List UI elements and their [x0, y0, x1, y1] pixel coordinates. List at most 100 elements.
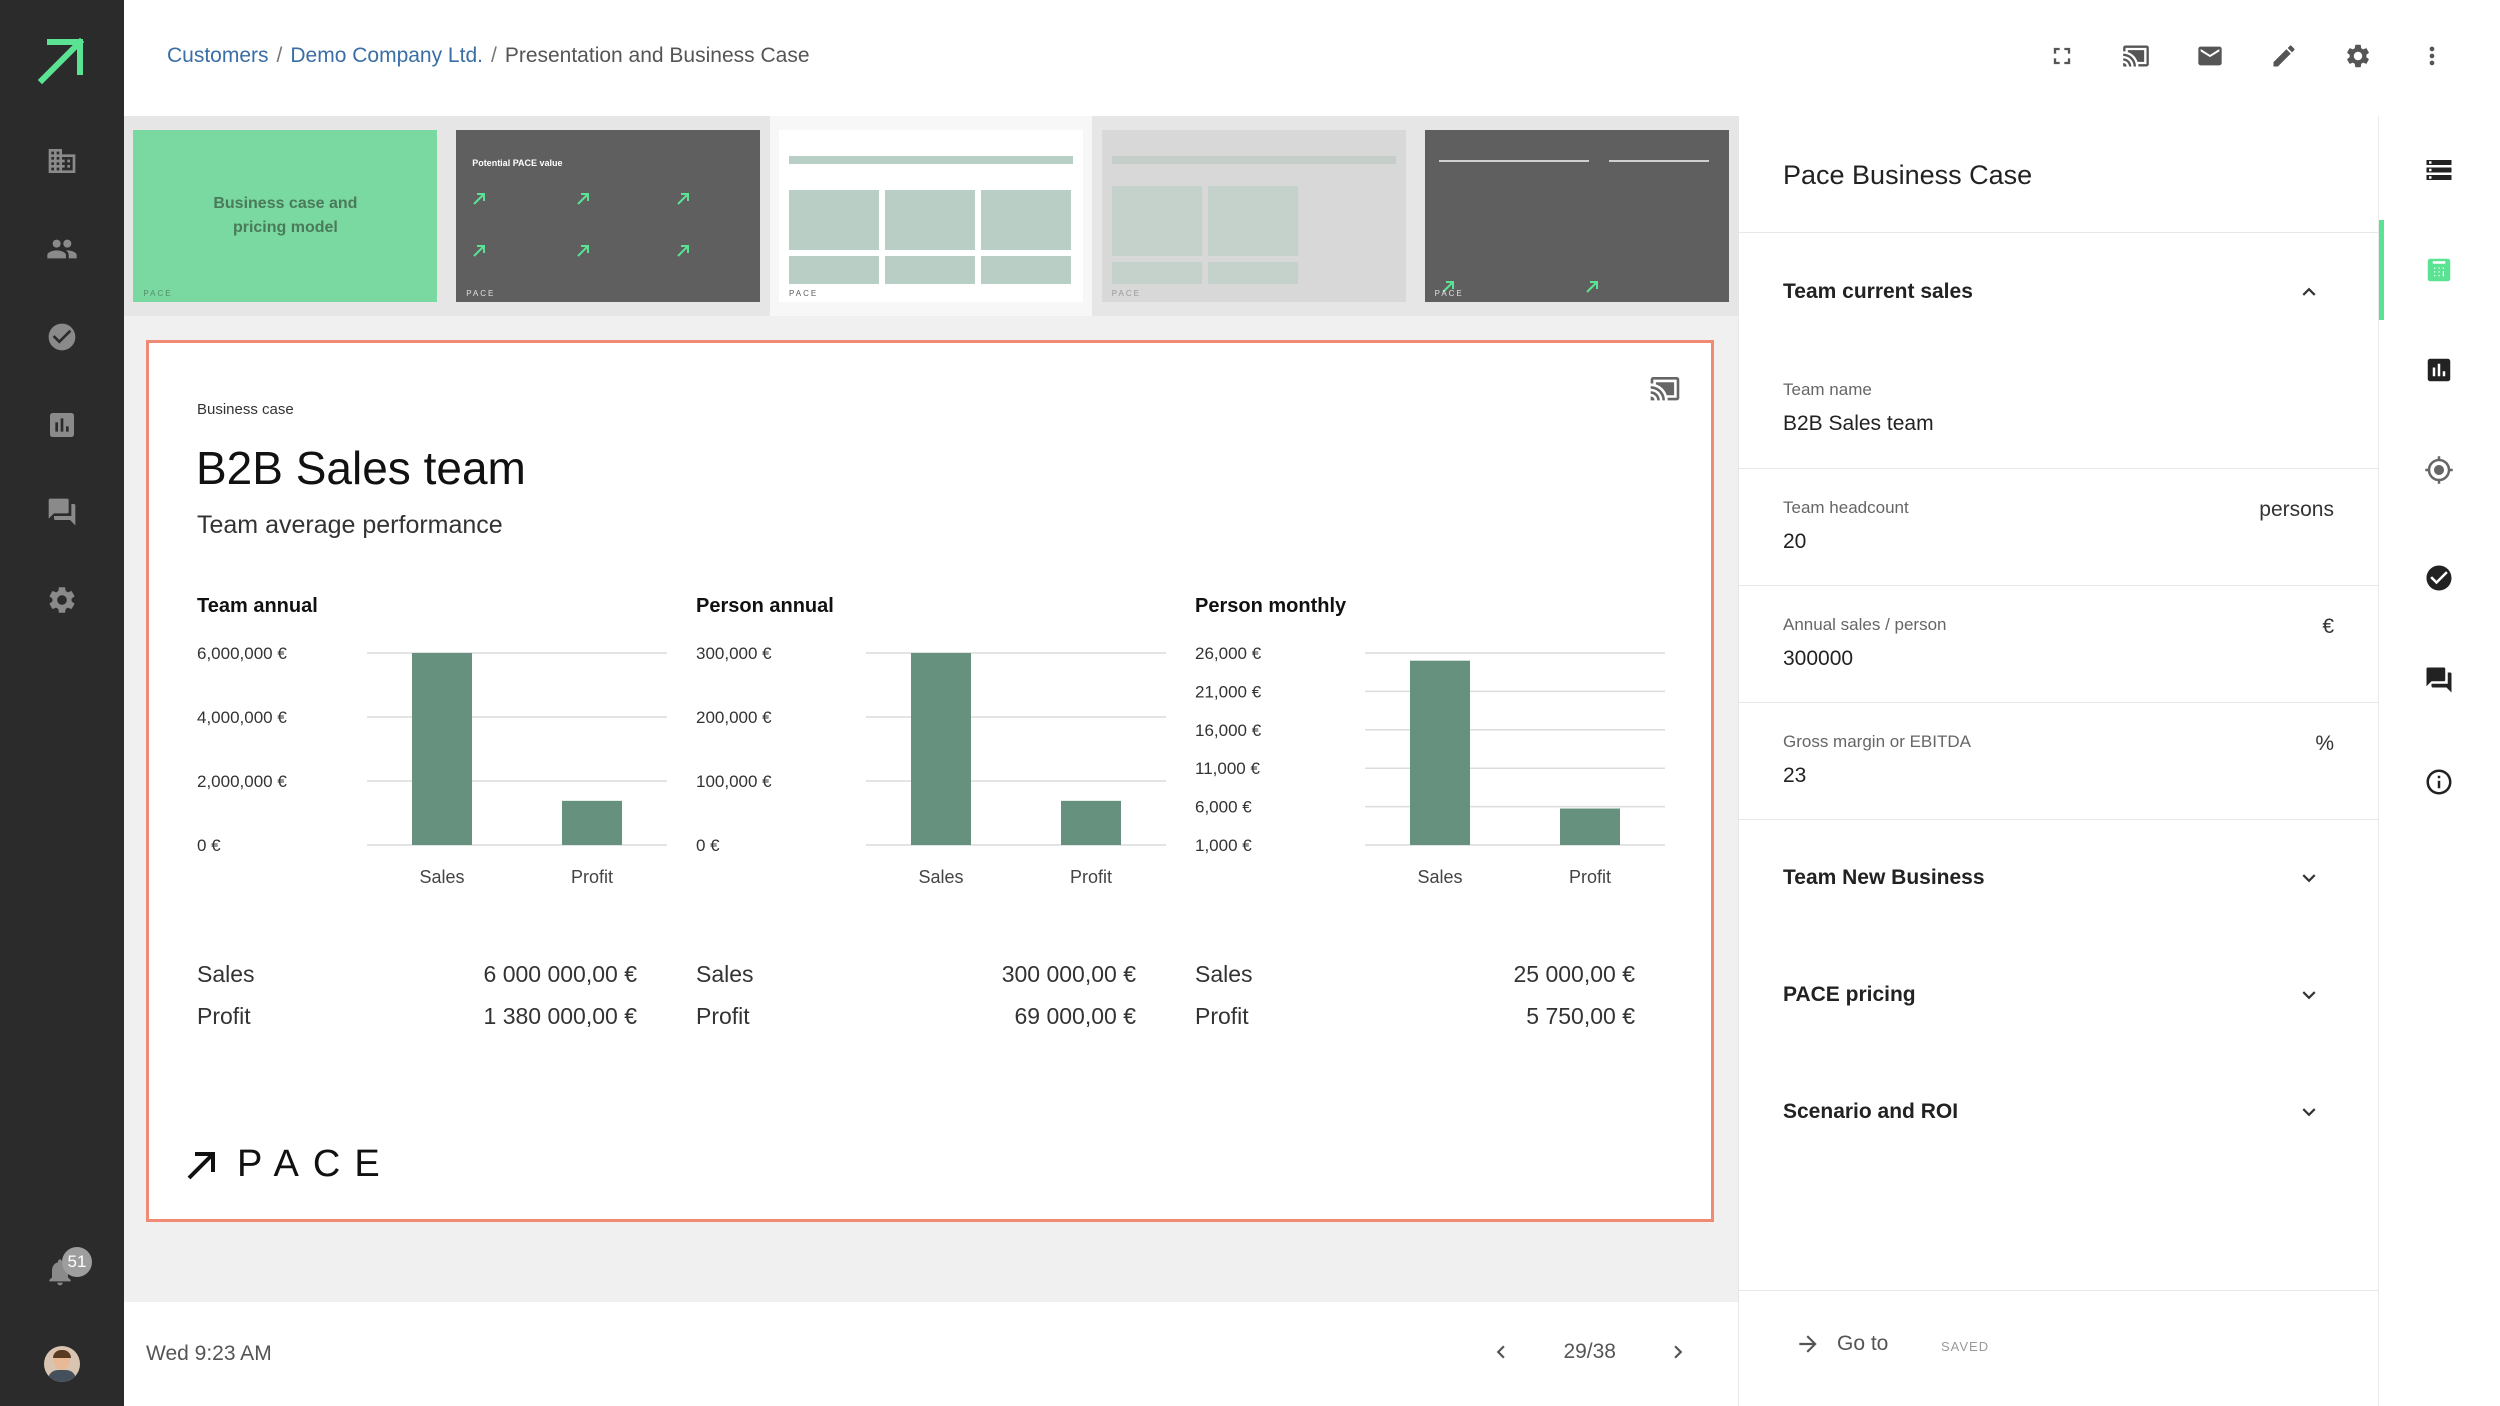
- metric-sales: Sales 25 000,00 €: [1195, 961, 1635, 988]
- cast-icon[interactable]: [1649, 377, 1681, 403]
- saved-status: SAVED: [1941, 1339, 1990, 1354]
- slide-thumbnails: Business case and pricing model PACE Pot…: [124, 116, 1738, 316]
- notifications-badge[interactable]: 51: [62, 1247, 92, 1277]
- top-actions: [2046, 40, 2448, 72]
- x-tick-label: Profit: [571, 867, 613, 887]
- section-label: Team current sales: [1783, 280, 1973, 303]
- section-scenario-roi[interactable]: Scenario and ROI: [1783, 1092, 2322, 1132]
- field-value[interactable]: 300000: [1783, 647, 1854, 670]
- chevron-down-icon: [2302, 1108, 2316, 1117]
- section-team-new-business[interactable]: Team New Business: [1783, 858, 2322, 898]
- field-value[interactable]: B2B Sales team: [1783, 412, 1934, 435]
- y-tick-label: 16,000 €: [1195, 721, 1262, 740]
- divider: [1739, 702, 2378, 703]
- prev-slide-button[interactable]: [1485, 1336, 1517, 1368]
- field-team-name[interactable]: Team name B2B Sales team: [1783, 380, 2334, 436]
- edit-icon[interactable]: [2268, 40, 2300, 72]
- chevron-left-icon: [1497, 1345, 1506, 1359]
- bar: [1560, 808, 1620, 845]
- chevron-up-icon: [2302, 287, 2316, 296]
- field-label: Team headcount: [1783, 498, 1909, 517]
- goto-button[interactable]: Go to: [1795, 1331, 1888, 1357]
- main-area: Business case and pricing model PACE Pot…: [124, 116, 1738, 1302]
- thumbnail-footer: PACE: [466, 289, 496, 298]
- thumbnail-item[interactable]: PACE: [1415, 116, 1738, 316]
- check-icon[interactable]: [2421, 560, 2457, 596]
- y-tick-label: 6,000 €: [1195, 798, 1252, 817]
- y-tick-label: 200,000 €: [696, 708, 772, 727]
- storage-icon[interactable]: [2421, 152, 2457, 188]
- chat-icon[interactable]: [44, 494, 80, 530]
- y-tick-label: 1,000 €: [1195, 836, 1252, 855]
- bar-chart-icon[interactable]: [44, 407, 80, 443]
- metric-sales: Sales 6 000 000,00 €: [197, 961, 637, 988]
- people-icon[interactable]: [44, 231, 80, 267]
- chart-team-annual: Team annual 0 € 2,000,000 € 4,000,000 € 6,0…: [197, 595, 697, 1035]
- x-tick-label: Profit: [1070, 867, 1112, 887]
- divider: [1739, 819, 2378, 820]
- cast-icon[interactable]: [2120, 40, 2152, 72]
- thumbnail-item[interactable]: Potential PACE value PACE: [447, 116, 770, 316]
- slide-subtitle: Team average performance: [197, 511, 503, 539]
- business-case-panel: Pace Business Case Team current sales Te…: [1738, 116, 2378, 1406]
- rail-active-indicator: [2379, 220, 2384, 320]
- metric-label: Profit: [696, 1003, 750, 1029]
- check-circle-icon[interactable]: [44, 319, 80, 355]
- arrow-right-icon: [1799, 1335, 1817, 1353]
- chart-plot: 0 € 100,000 € 200,000 € 300,000 € Sales Profi…: [696, 644, 1166, 887]
- field-team-headcount[interactable]: Team headcount 20 persons: [1783, 498, 2334, 554]
- metric-sales: Sales 300 000,00 €: [696, 961, 1136, 988]
- thumbnail-footer: PACE: [1111, 289, 1141, 298]
- breadcrumb-customers[interactable]: Customers: [167, 44, 269, 67]
- chart-title: Person monthly: [1195, 595, 1347, 617]
- target-icon[interactable]: [2421, 452, 2457, 488]
- section-team-current-sales[interactable]: Team current sales: [1783, 272, 2322, 312]
- section-pace-pricing[interactable]: PACE pricing: [1783, 975, 2322, 1015]
- x-tick-label: Sales: [1417, 867, 1462, 887]
- avatar[interactable]: [44, 1346, 80, 1382]
- building-icon[interactable]: [44, 143, 80, 179]
- gear-icon[interactable]: [44, 582, 80, 618]
- metric-value: 69 000,00 €: [1014, 1003, 1136, 1029]
- calculator-icon[interactable]: [2421, 252, 2457, 288]
- panel-footer: Go to SAVED: [1739, 1290, 2378, 1406]
- page-indicator: 29/38: [1563, 1340, 1616, 1363]
- settings-icon[interactable]: [2342, 40, 2374, 72]
- breadcrumb-separator: /: [490, 44, 497, 67]
- thumbnail-item[interactable]: Business case and pricing model PACE: [124, 116, 447, 316]
- chart-icon[interactable]: [2421, 352, 2457, 388]
- thumbnail-label: Potential PACE value: [472, 158, 563, 168]
- chevron-right-icon: [1674, 1345, 1683, 1359]
- next-slide-button[interactable]: [1662, 1336, 1694, 1368]
- divider: [1739, 585, 2378, 586]
- metric-label: Profit: [1195, 1003, 1249, 1029]
- y-tick-label: 2,000,000 €: [197, 772, 287, 791]
- y-tick-label: 6,000,000 €: [197, 644, 287, 663]
- pace-logo-icon[interactable]: [36, 34, 88, 86]
- right-icon-rail: [2378, 116, 2500, 1406]
- y-tick-label: 21,000 €: [1195, 682, 1262, 701]
- field-annual-sales[interactable]: Annual sales / person 300000 €: [1783, 615, 2334, 671]
- metric-label: Sales: [696, 961, 754, 987]
- divider: [1739, 232, 2378, 233]
- y-tick-label: 4,000,000 €: [197, 708, 287, 727]
- thumbnail-item[interactable]: PACE: [1092, 116, 1415, 316]
- comment-icon[interactable]: [2421, 662, 2457, 698]
- more-vert-icon[interactable]: [2416, 40, 2448, 72]
- breadcrumb-company[interactable]: Demo Company Ltd.: [290, 44, 483, 67]
- field-value[interactable]: 23: [1783, 764, 1807, 787]
- field-label: Gross margin or EBITDA: [1783, 732, 1971, 751]
- info-icon[interactable]: [2421, 764, 2457, 800]
- pager: 29/38: [1485, 1336, 1694, 1368]
- slide-kicker: Business case: [197, 401, 294, 418]
- mail-icon[interactable]: [2194, 40, 2226, 72]
- chart-person-monthly: Person monthly 1,000 € 6,000 € 11,000 € 16,…: [1195, 595, 1695, 1035]
- panel-title: Pace Business Case: [1783, 160, 2033, 190]
- thumbnail-item-active[interactable]: PACE: [769, 116, 1093, 316]
- field-value[interactable]: 20: [1783, 530, 1807, 553]
- y-tick-label: 0 €: [696, 836, 720, 855]
- fullscreen-icon[interactable]: [2046, 40, 2078, 72]
- field-gross-margin[interactable]: Gross margin or EBITDA 23 %: [1783, 732, 2334, 788]
- slide-title: B2B Sales team: [196, 442, 526, 494]
- metric-profit: Profit 1 380 000,00 €: [197, 1003, 637, 1030]
